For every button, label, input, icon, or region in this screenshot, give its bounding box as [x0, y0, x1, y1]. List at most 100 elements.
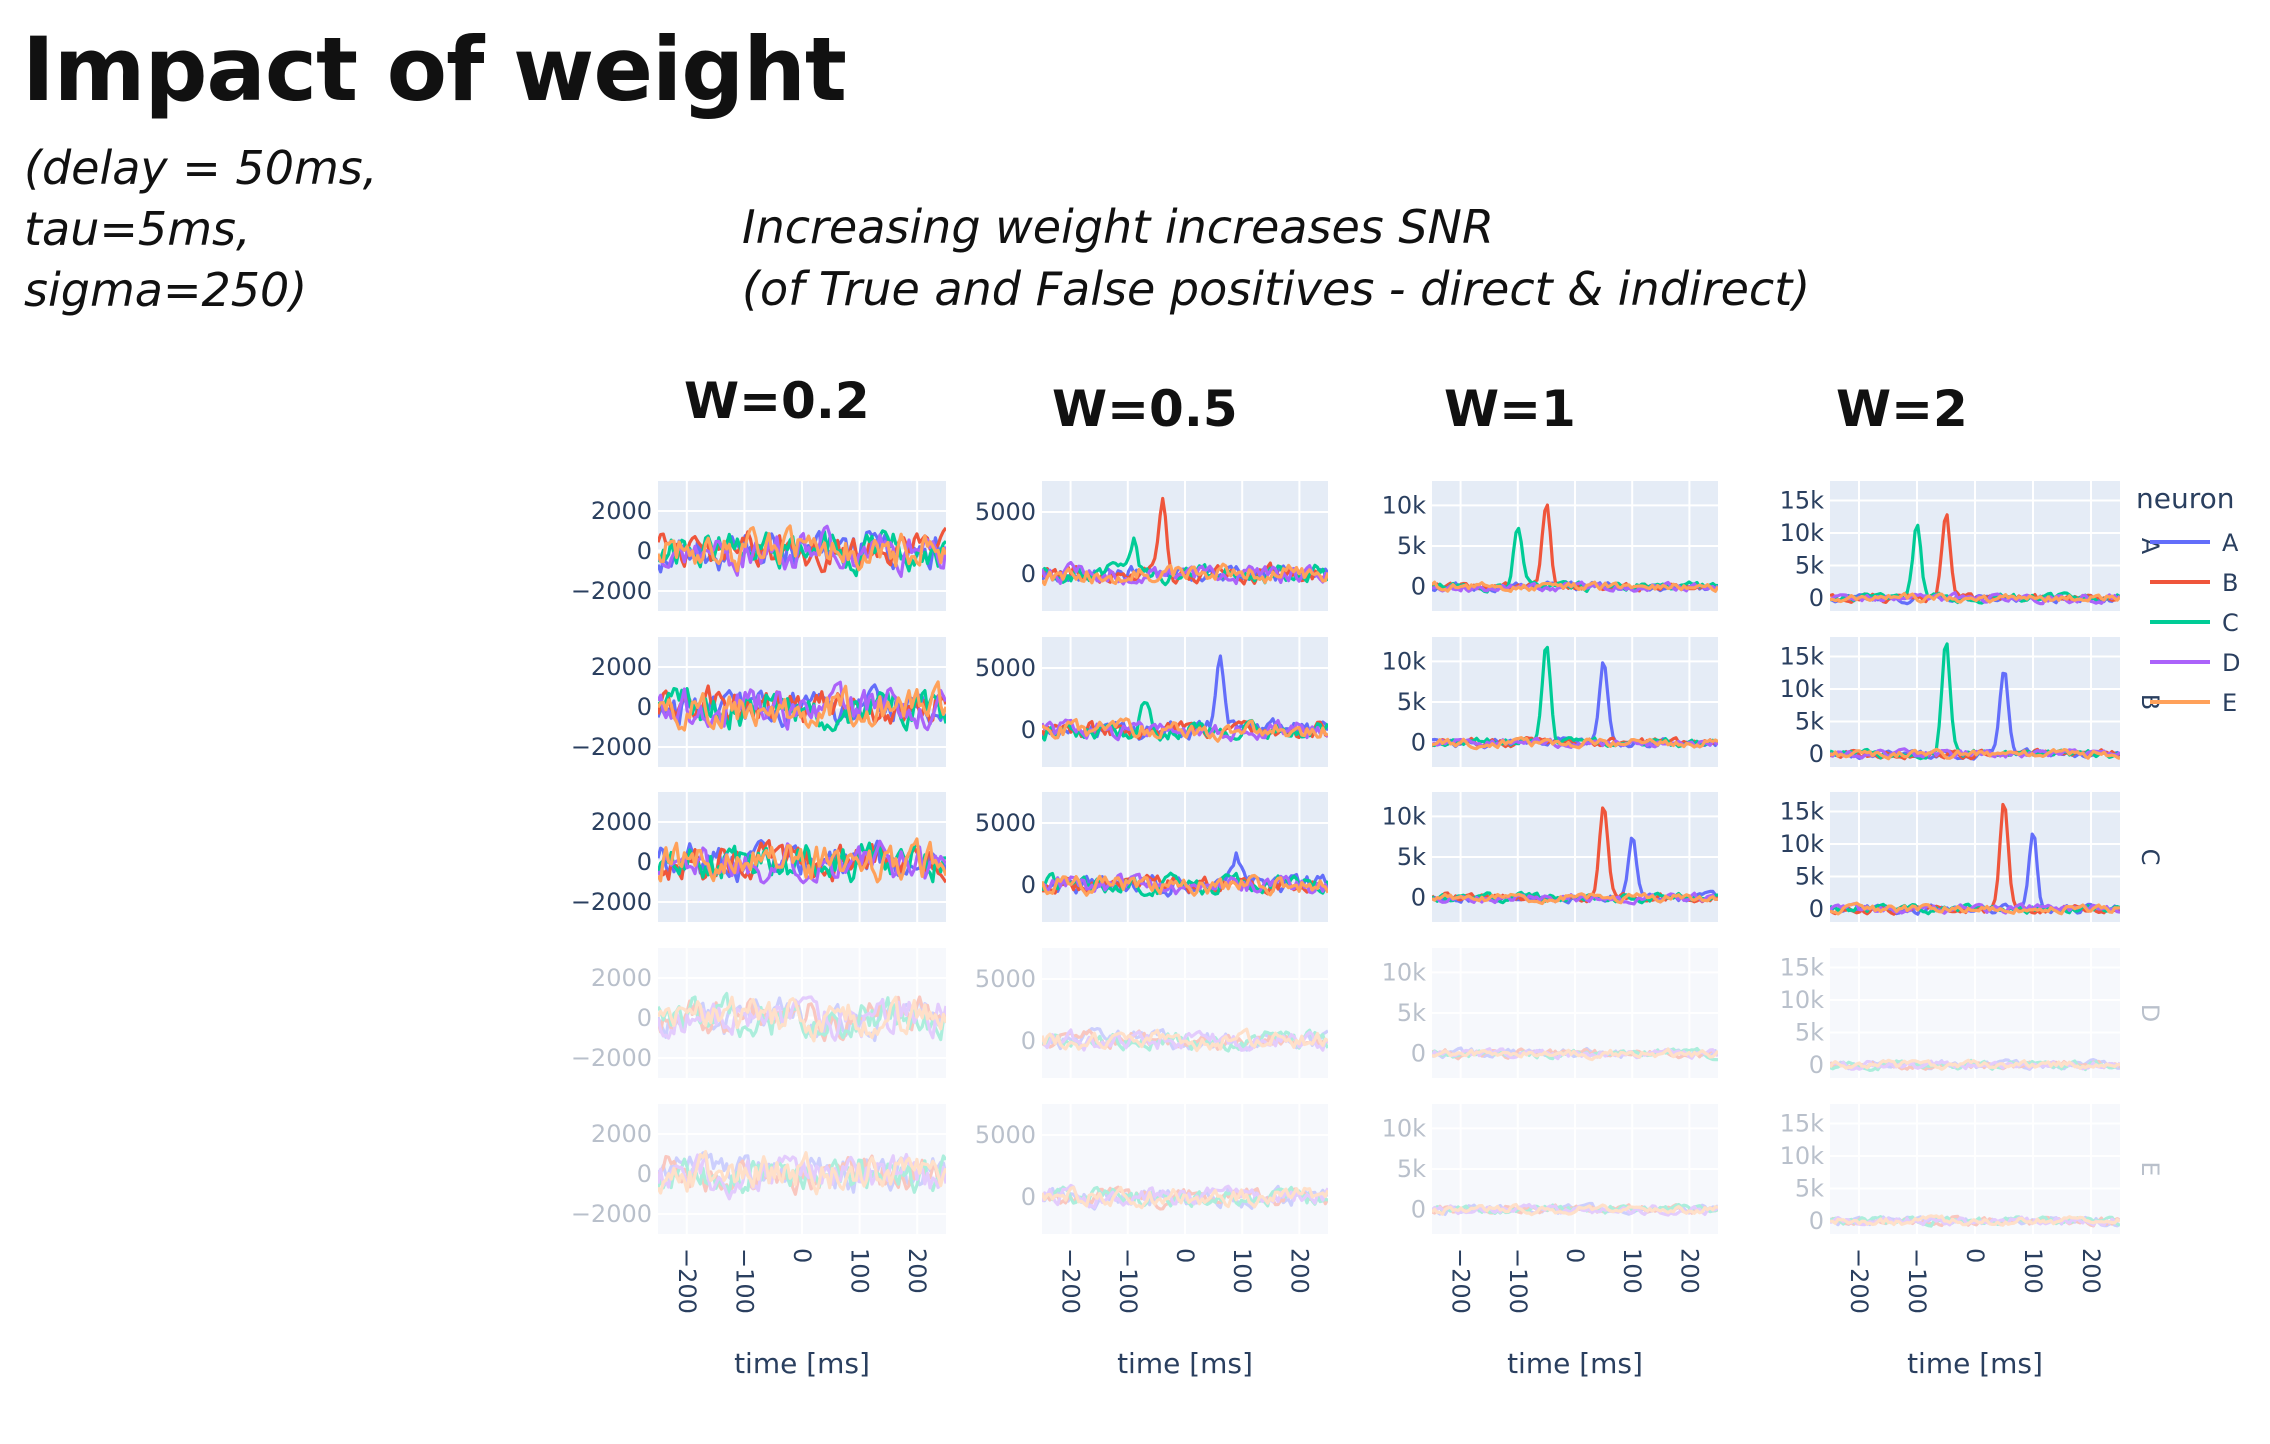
- subplot-w2-row-B: 10k 5k 0: [1382, 637, 1718, 767]
- y-tick-label: 5k: [1397, 843, 1426, 871]
- legend-title: neuron: [2136, 482, 2235, 515]
- series-line-B: [1042, 1028, 1328, 1051]
- y-tick-label: 10k: [1780, 675, 1825, 703]
- plot-background: [658, 1104, 946, 1234]
- param-delay: (delay = 50ms,: [24, 141, 378, 195]
- legend-item-C[interactable]: C: [2150, 609, 2239, 637]
- x-axis-title: time [ms]: [1507, 1347, 1643, 1380]
- slide-title: Impact of weight: [22, 18, 847, 121]
- x-tick-label: −100: [1504, 1248, 1532, 1314]
- subplot-w2-row-D: 10k 5k 0: [1382, 948, 1718, 1078]
- y-tick-label: 2000: [591, 1120, 652, 1148]
- series-line-E: [658, 524, 946, 573]
- series-line-B: [1432, 1047, 1718, 1061]
- y-tick-label: 10k: [1780, 1142, 1825, 1170]
- plot-background: [1830, 1104, 2120, 1234]
- series-line-C: [1042, 1185, 1328, 1208]
- series-line-C: [1830, 1215, 2120, 1228]
- y-tick-label: 0: [637, 1004, 652, 1032]
- panel-label-w0.2: W=0.2: [684, 372, 870, 430]
- x-tick-label: 0: [1171, 1248, 1199, 1263]
- subplot-w0-row-B: 2000 0 −2000: [571, 637, 946, 767]
- y-tick-label: 0: [637, 1160, 652, 1188]
- series-line-A: [1830, 1058, 2120, 1071]
- y-tick-label: 10k: [1382, 491, 1427, 519]
- legend-item-D[interactable]: D: [2150, 649, 2240, 677]
- y-tick-label: −2000: [571, 733, 652, 761]
- y-tick-label: 0: [637, 537, 652, 565]
- series-line-E: [1432, 1202, 1718, 1217]
- subplot-w0-row-C: 2000 0 −2000: [571, 792, 946, 922]
- series-line-B: [1432, 1203, 1718, 1215]
- x-tick-label: −200: [1845, 1248, 1873, 1314]
- y-tick-label: 5k: [1397, 999, 1426, 1027]
- series-line-C: [1432, 1046, 1718, 1062]
- y-tick-label: 0: [1809, 895, 1824, 923]
- series-line-C: [1042, 1028, 1328, 1053]
- x-tick-label: −100: [1903, 1248, 1931, 1314]
- y-tick-label: 10k: [1382, 647, 1427, 675]
- observation-note: Increasing weight increases SNR (of True…: [742, 196, 1810, 320]
- panel-label-w0.5: W=0.5: [1052, 380, 1238, 438]
- series-line-D: [1042, 1028, 1328, 1052]
- series-line-D: [1830, 1215, 2120, 1227]
- legend-item-E[interactable]: E: [2150, 689, 2237, 717]
- y-tick-label: 0: [1021, 716, 1036, 744]
- y-tick-label: 2000: [591, 653, 652, 681]
- series-line-C: [658, 1154, 946, 1195]
- x-tick-label: 200: [2077, 1248, 2105, 1294]
- y-tick-label: 15k: [1780, 487, 1825, 515]
- y-tick-label: 0: [637, 693, 652, 721]
- y-tick-label: 15k: [1780, 954, 1825, 982]
- series-line-B: [658, 1154, 946, 1196]
- legend-label: D: [2222, 649, 2240, 677]
- y-tick-label: 0: [1411, 884, 1426, 912]
- param-tau: tau=5ms,: [24, 202, 251, 256]
- y-tick-label: 10k: [1382, 958, 1427, 986]
- legend-label: A: [2222, 529, 2239, 557]
- parameters-text: (delay = 50ms, tau=5ms, sigma=250): [24, 138, 377, 321]
- series-line-A: [1830, 1215, 2120, 1228]
- y-tick-label: 2000: [591, 964, 652, 992]
- y-tick-label: 0: [1411, 1196, 1426, 1224]
- plot-background: [658, 948, 946, 1078]
- series-line-E: [1042, 873, 1328, 897]
- y-tick-label: 10k: [1780, 830, 1825, 858]
- series-line-A: [658, 996, 946, 1043]
- y-tick-label: 15k: [1780, 798, 1825, 826]
- y-tick-label: 0: [1809, 584, 1824, 612]
- series-line-D: [658, 995, 946, 1042]
- series-line-E: [1042, 562, 1328, 586]
- series-line-E: [658, 995, 946, 1043]
- y-tick-label: 0: [1021, 560, 1036, 588]
- series-line-A: [1042, 1027, 1328, 1052]
- series-line-A: [658, 1150, 946, 1194]
- x-tick-label: −200: [1447, 1248, 1475, 1314]
- y-tick-label: 5k: [1795, 863, 1824, 891]
- series-line-B: [1830, 1214, 2120, 1228]
- subplot-w0-row-D: 2000 0 −2000: [571, 948, 946, 1078]
- series-line-E: [1830, 1214, 2120, 1227]
- y-tick-label: 5000: [975, 1121, 1036, 1149]
- series-line-C: [658, 991, 946, 1042]
- series-line-E: [1432, 580, 1718, 593]
- series-line-A: [1432, 1046, 1718, 1060]
- x-tick-label: −200: [673, 1248, 701, 1314]
- x-tick-label: 200: [1675, 1248, 1703, 1294]
- y-tick-label: 0: [637, 848, 652, 876]
- series-line-B: [658, 995, 946, 1043]
- y-tick-label: 5000: [975, 809, 1036, 837]
- y-tick-label: 5000: [975, 654, 1036, 682]
- y-tick-label: 10k: [1382, 802, 1427, 830]
- x-tick-label: 100: [1618, 1248, 1646, 1294]
- legend-item-A[interactable]: A: [2150, 529, 2239, 557]
- y-tick-label: −2000: [571, 577, 652, 605]
- y-tick-label: 10k: [1780, 519, 1825, 547]
- series-line-D: [658, 680, 946, 732]
- subplot-w1-row-A: 5000 0: [975, 481, 1328, 611]
- legend-item-B[interactable]: B: [2150, 569, 2238, 597]
- x-axis-title: time [ms]: [1117, 1347, 1253, 1380]
- series-line-E: [1432, 892, 1718, 906]
